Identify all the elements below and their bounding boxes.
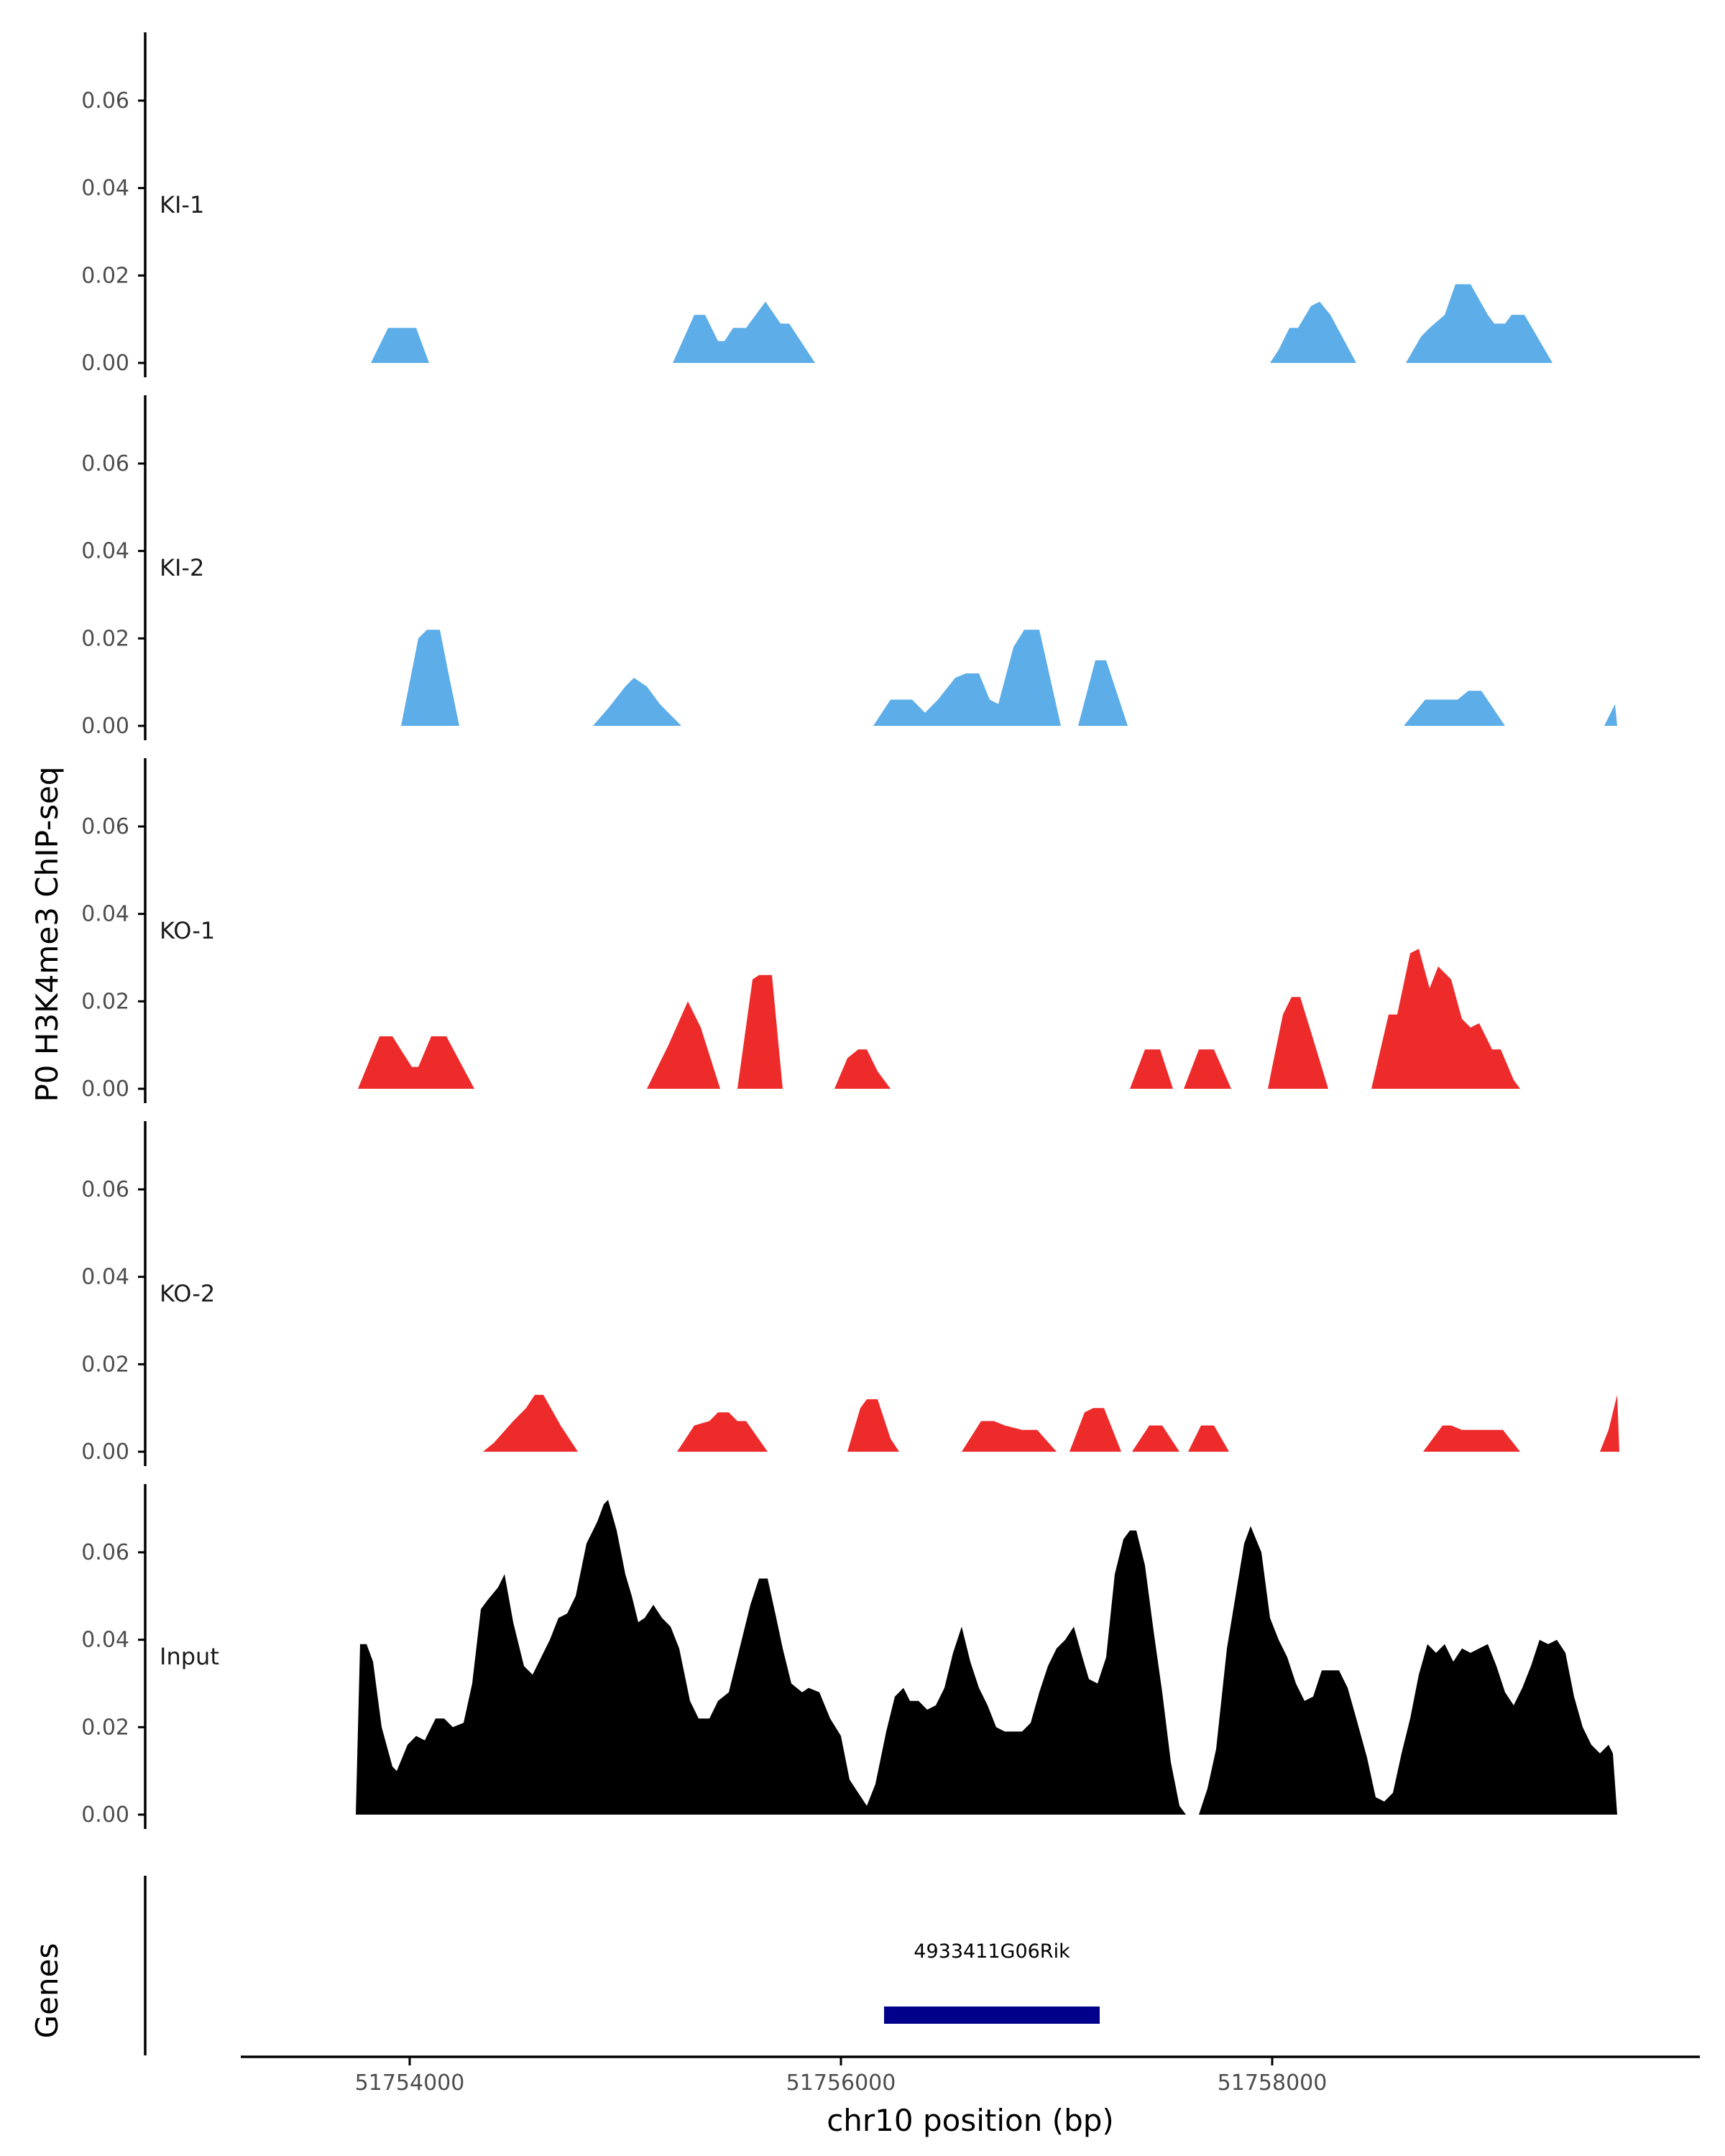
y-tick-label: 0.00 bbox=[81, 714, 129, 739]
y-tick-label: 0.02 bbox=[81, 1715, 129, 1740]
y-tick-label: 0.00 bbox=[81, 351, 129, 376]
y-tick-label: 0.02 bbox=[81, 263, 129, 288]
gene-body bbox=[884, 2007, 1100, 2024]
y-tick-label: 0.06 bbox=[81, 814, 129, 839]
gene-name-label: 4933411G06Rik bbox=[914, 1940, 1070, 1963]
track-label: KO-2 bbox=[160, 1280, 215, 1307]
x-tick-label: 51758000 bbox=[1218, 2070, 1328, 2096]
y-tick-label: 0.04 bbox=[81, 539, 129, 564]
y-axis-title: P0 H3K4me3 ChIP-seq bbox=[29, 766, 65, 1102]
genes-track-title: Genes bbox=[29, 1943, 65, 2039]
y-tick-label: 0.02 bbox=[81, 626, 129, 651]
track-label: KI-2 bbox=[160, 554, 204, 581]
y-tick-label: 0.02 bbox=[81, 989, 129, 1014]
signal-area-ko-2 bbox=[483, 1394, 1619, 1452]
x-axis: 51754000 51756000 51758000 bbox=[241, 2055, 1700, 2096]
y-tick-label: 0.04 bbox=[81, 1628, 129, 1653]
y-tick-label: 0.00 bbox=[81, 1439, 129, 1465]
x-tick-label: 51756000 bbox=[786, 2070, 896, 2096]
signal-area-input bbox=[356, 1500, 1617, 1815]
y-tick-label: 0.02 bbox=[81, 1352, 129, 1377]
signal-area-ki-1 bbox=[371, 284, 1552, 363]
gene-4933411g06rik: 4933411G06Rik bbox=[884, 1940, 1100, 2024]
y-tick-label: 0.06 bbox=[81, 1540, 129, 1565]
y-tick-label: 0.04 bbox=[81, 1265, 129, 1290]
y-tick-label: 0.06 bbox=[81, 1177, 129, 1202]
y-tick-label: 0.06 bbox=[81, 88, 129, 114]
y-tick-label: 0.04 bbox=[81, 176, 129, 201]
track-label: KO-1 bbox=[160, 917, 215, 944]
y-tick-label: 0.06 bbox=[81, 451, 129, 476]
signal-area-ko-1 bbox=[358, 949, 1520, 1089]
gene-track: 4933411G06Rik bbox=[144, 1876, 1100, 2055]
track-ko-2: 0.00 0.02 0.04 0.06 KO-2 bbox=[81, 1121, 1619, 1466]
track-input: 0.00 0.02 0.04 0.06 Input bbox=[81, 1484, 1617, 1829]
x-axis-title: chr10 position (bp) bbox=[827, 2103, 1114, 2138]
x-tick-label: 51754000 bbox=[355, 2070, 465, 2096]
y-tick-label: 0.00 bbox=[81, 1077, 129, 1102]
track-label: KI-1 bbox=[160, 191, 204, 218]
y-tick-label: 0.00 bbox=[81, 1802, 129, 1828]
signal-area-ki-2 bbox=[401, 630, 1617, 726]
track-ko-1: 0.00 0.02 0.04 0.06 KO-1 bbox=[81, 758, 1520, 1103]
signal-tracks: 0.00 0.02 0.04 0.06 KI-1 0.00 0.02 0.04 0.06 KI-2… bbox=[81, 32, 1619, 1829]
y-tick-label: 0.04 bbox=[81, 902, 129, 927]
track-label: Input bbox=[160, 1643, 219, 1670]
track-ki-2: 0.00 0.02 0.04 0.06 KI-2 bbox=[81, 395, 1617, 740]
track-ki-1: 0.00 0.02 0.04 0.06 KI-1 bbox=[81, 32, 1552, 377]
